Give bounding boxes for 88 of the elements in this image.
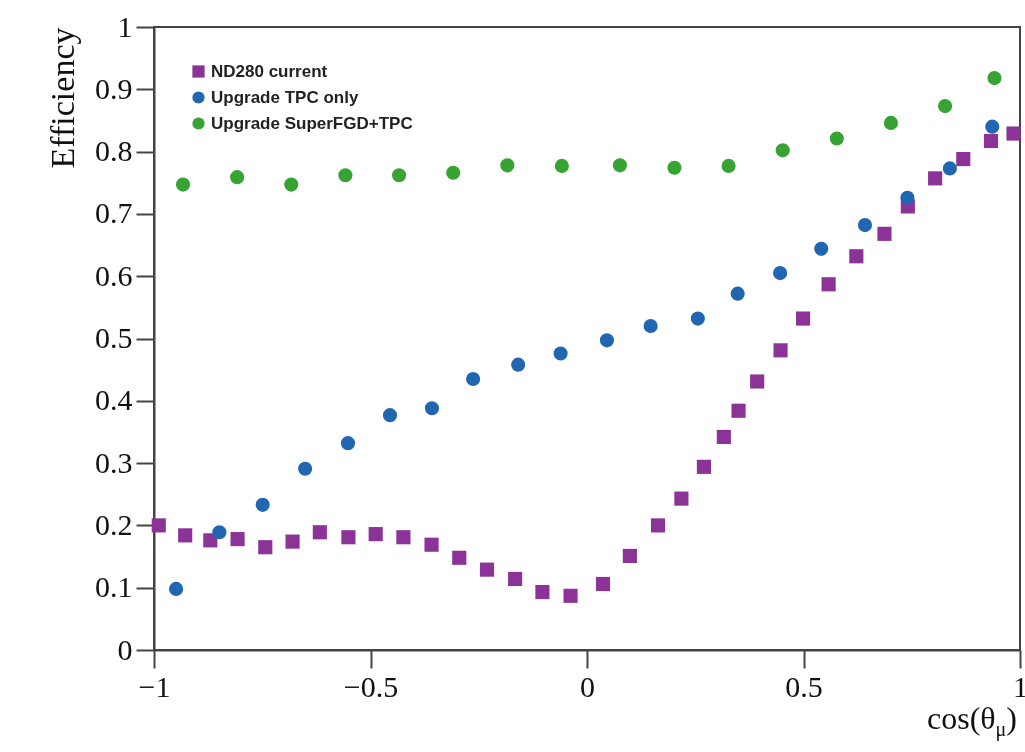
point	[298, 461, 313, 476]
point	[151, 518, 166, 533]
legend-label: ND280 current	[211, 61, 328, 81]
point	[775, 143, 790, 158]
point	[716, 429, 731, 444]
point	[341, 530, 356, 545]
point	[563, 588, 578, 603]
point	[622, 548, 637, 563]
point	[730, 286, 745, 301]
point	[849, 249, 864, 264]
y-tick-label: 0.8	[95, 134, 133, 168]
point	[877, 226, 892, 241]
point	[731, 403, 746, 418]
point	[773, 343, 788, 358]
point	[985, 119, 1000, 134]
point	[938, 99, 953, 114]
point	[599, 333, 614, 348]
point	[883, 115, 899, 130]
y-tick-label: 0.9	[95, 71, 133, 105]
point	[983, 133, 999, 149]
y-axis-title: Efficiency	[44, 27, 81, 169]
point	[230, 532, 245, 547]
y-tick-label: 0.1	[95, 570, 133, 604]
point	[446, 165, 461, 180]
point	[814, 241, 829, 256]
point	[338, 168, 353, 183]
y-tick-label: 0.7	[95, 196, 133, 230]
point	[750, 374, 765, 389]
point	[829, 131, 844, 146]
y-tick-label: 1	[117, 9, 133, 43]
point	[554, 158, 569, 173]
y-tick-label: 0.6	[95, 258, 133, 292]
y-tick-label: 0	[117, 632, 133, 666]
point	[643, 318, 658, 334]
y-tick-label: 0.2	[95, 507, 133, 541]
point	[479, 562, 495, 577]
point	[987, 71, 1002, 86]
point	[212, 525, 227, 540]
point	[340, 436, 356, 451]
point	[424, 537, 439, 552]
point	[424, 401, 440, 416]
point	[900, 190, 915, 205]
point	[368, 527, 383, 542]
point	[230, 170, 245, 185]
point	[773, 266, 788, 281]
legend-label: Upgrade SuperFGD+TPC	[211, 113, 413, 133]
point	[696, 459, 711, 474]
x-tick-label: −0.5	[343, 669, 399, 703]
point	[382, 408, 398, 423]
point	[690, 311, 705, 326]
point	[796, 311, 811, 326]
x-tick-label: 0	[580, 669, 595, 703]
point	[1006, 126, 1021, 141]
point	[500, 158, 515, 173]
point	[452, 550, 467, 565]
x-tick-label: 0.5	[785, 669, 823, 703]
point	[928, 171, 943, 186]
point	[674, 491, 689, 506]
point	[612, 158, 627, 173]
point	[956, 152, 971, 167]
point	[178, 528, 193, 543]
point	[312, 525, 327, 540]
point	[650, 518, 666, 533]
point	[942, 161, 957, 176]
y-tick-label: 0.4	[95, 383, 133, 417]
point	[392, 168, 407, 183]
point	[553, 346, 568, 361]
point	[169, 581, 184, 596]
point	[721, 158, 736, 173]
y-tick-label: 0.5	[95, 321, 133, 354]
point	[511, 357, 526, 372]
legend-label: Upgrade TPC only	[211, 87, 359, 107]
point	[396, 530, 411, 545]
point	[508, 571, 523, 587]
point	[535, 584, 550, 600]
point	[255, 497, 270, 512]
point	[821, 277, 836, 292]
point	[595, 576, 611, 592]
point	[258, 540, 273, 555]
point	[175, 177, 191, 192]
point	[284, 177, 299, 192]
point	[466, 371, 481, 387]
y-tick-label: 0.3	[95, 445, 133, 479]
x-axis-title: cos(θ$_{μ}$)	[926, 700, 1017, 742]
x-tick-label: −1	[138, 669, 171, 703]
point	[285, 534, 300, 549]
point	[857, 218, 873, 233]
point	[667, 160, 682, 175]
